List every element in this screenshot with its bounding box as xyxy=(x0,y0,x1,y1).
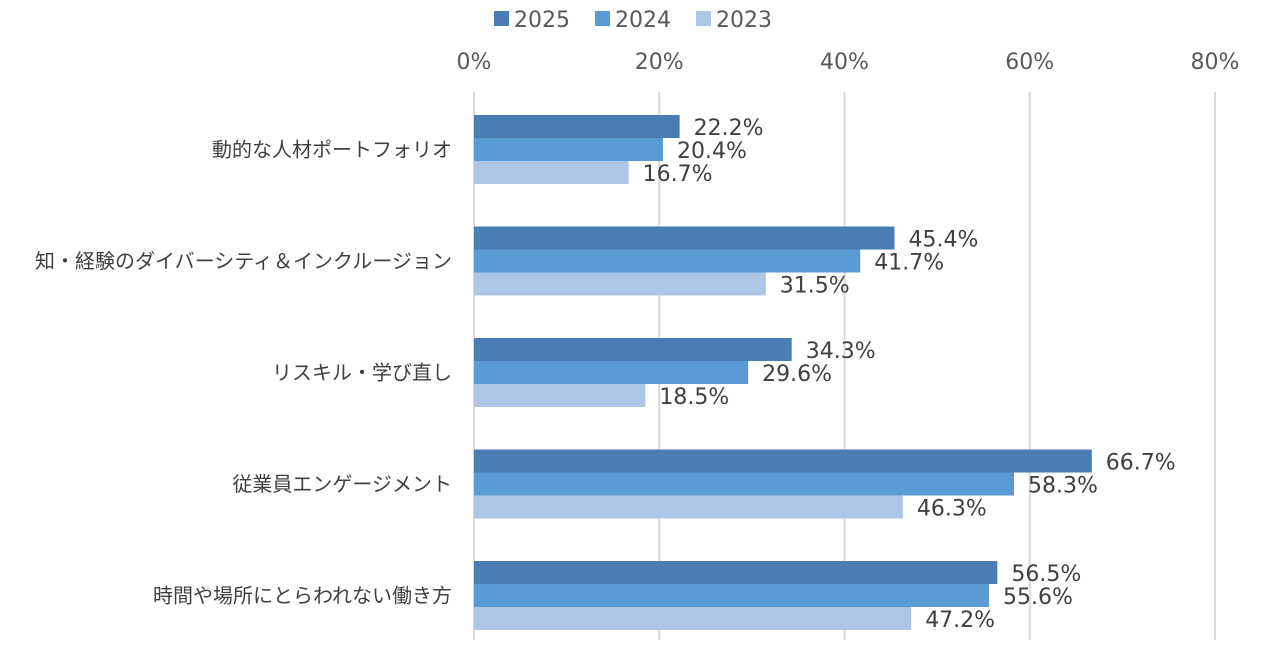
data-label-2025: 56.5% xyxy=(1011,562,1081,587)
data-label-2024: 41.7% xyxy=(874,251,944,276)
category-label: 知・経験のダイバーシティ＆インクルージョン xyxy=(35,249,452,273)
bar-2025 xyxy=(474,115,680,138)
data-label-2024: 58.3% xyxy=(1028,474,1098,499)
data-label-2025: 66.7% xyxy=(1106,451,1176,476)
bar-2023 xyxy=(474,272,766,296)
bar-2023 xyxy=(474,161,629,184)
category-label: 動的な人材ポートフォリオ xyxy=(212,138,452,162)
gridlines xyxy=(473,92,1216,640)
legend-label-2025: 2025 xyxy=(514,8,570,33)
bar-2024 xyxy=(474,249,861,273)
bar-2025 xyxy=(474,226,895,250)
data-label-2024: 20.4% xyxy=(677,139,747,164)
data-label-2023: 31.5% xyxy=(780,274,850,299)
category-labels: 動的な人材ポートフォリオ知・経験のダイバーシティ＆インクルージョンリスキル・学び… xyxy=(35,138,452,608)
x-tick-label: 20% xyxy=(635,50,684,75)
data-label-2023: 47.2% xyxy=(925,608,995,633)
chart-legend: 2025 2024 2023 xyxy=(494,8,772,33)
bar-2025 xyxy=(474,449,1092,473)
bar-2025 xyxy=(474,561,998,584)
data-label-2023: 16.7% xyxy=(643,162,713,187)
bars xyxy=(474,115,1092,630)
bar-2023 xyxy=(474,607,912,630)
legend-label-2023: 2023 xyxy=(716,8,772,33)
x-axis-ticks: 0% 20% 40% 60% 80% xyxy=(457,50,1240,75)
legend-swatch-2023 xyxy=(696,11,711,26)
x-tick-label: 80% xyxy=(1191,50,1240,75)
legend-swatch-2025 xyxy=(494,11,509,26)
data-label-2025: 45.4% xyxy=(909,228,979,253)
bar-2024 xyxy=(474,472,1015,496)
x-tick-label: 40% xyxy=(820,50,869,75)
bar-2024 xyxy=(474,584,989,607)
x-tick-label: 60% xyxy=(1005,50,1054,75)
bar-2024 xyxy=(474,138,663,161)
bar-2023 xyxy=(474,495,903,519)
data-label-2024: 55.6% xyxy=(1003,585,1073,610)
data-label-2024: 29.6% xyxy=(762,362,832,387)
data-label-2025: 34.3% xyxy=(806,339,876,364)
legend-swatch-2024 xyxy=(595,11,610,26)
bar-2025 xyxy=(474,338,792,361)
data-label-2023: 46.3% xyxy=(917,497,987,522)
data-label-2025: 22.2% xyxy=(694,116,764,141)
category-label: リスキル・学び直し xyxy=(272,361,452,385)
bar-2023 xyxy=(474,384,646,407)
data-label-2023: 18.5% xyxy=(659,385,729,410)
category-label: 時間や場所にとらわれない働き方 xyxy=(153,584,452,608)
category-label: 従業員エンゲージメント xyxy=(232,472,452,496)
x-tick-label: 0% xyxy=(457,50,492,75)
value-labels: 22.2%20.4%16.7% 45.4%41.7% 31.5% 34.3%29.6%… xyxy=(643,116,1176,633)
bar-2024 xyxy=(474,361,749,384)
legend-label-2024: 2024 xyxy=(615,8,671,33)
